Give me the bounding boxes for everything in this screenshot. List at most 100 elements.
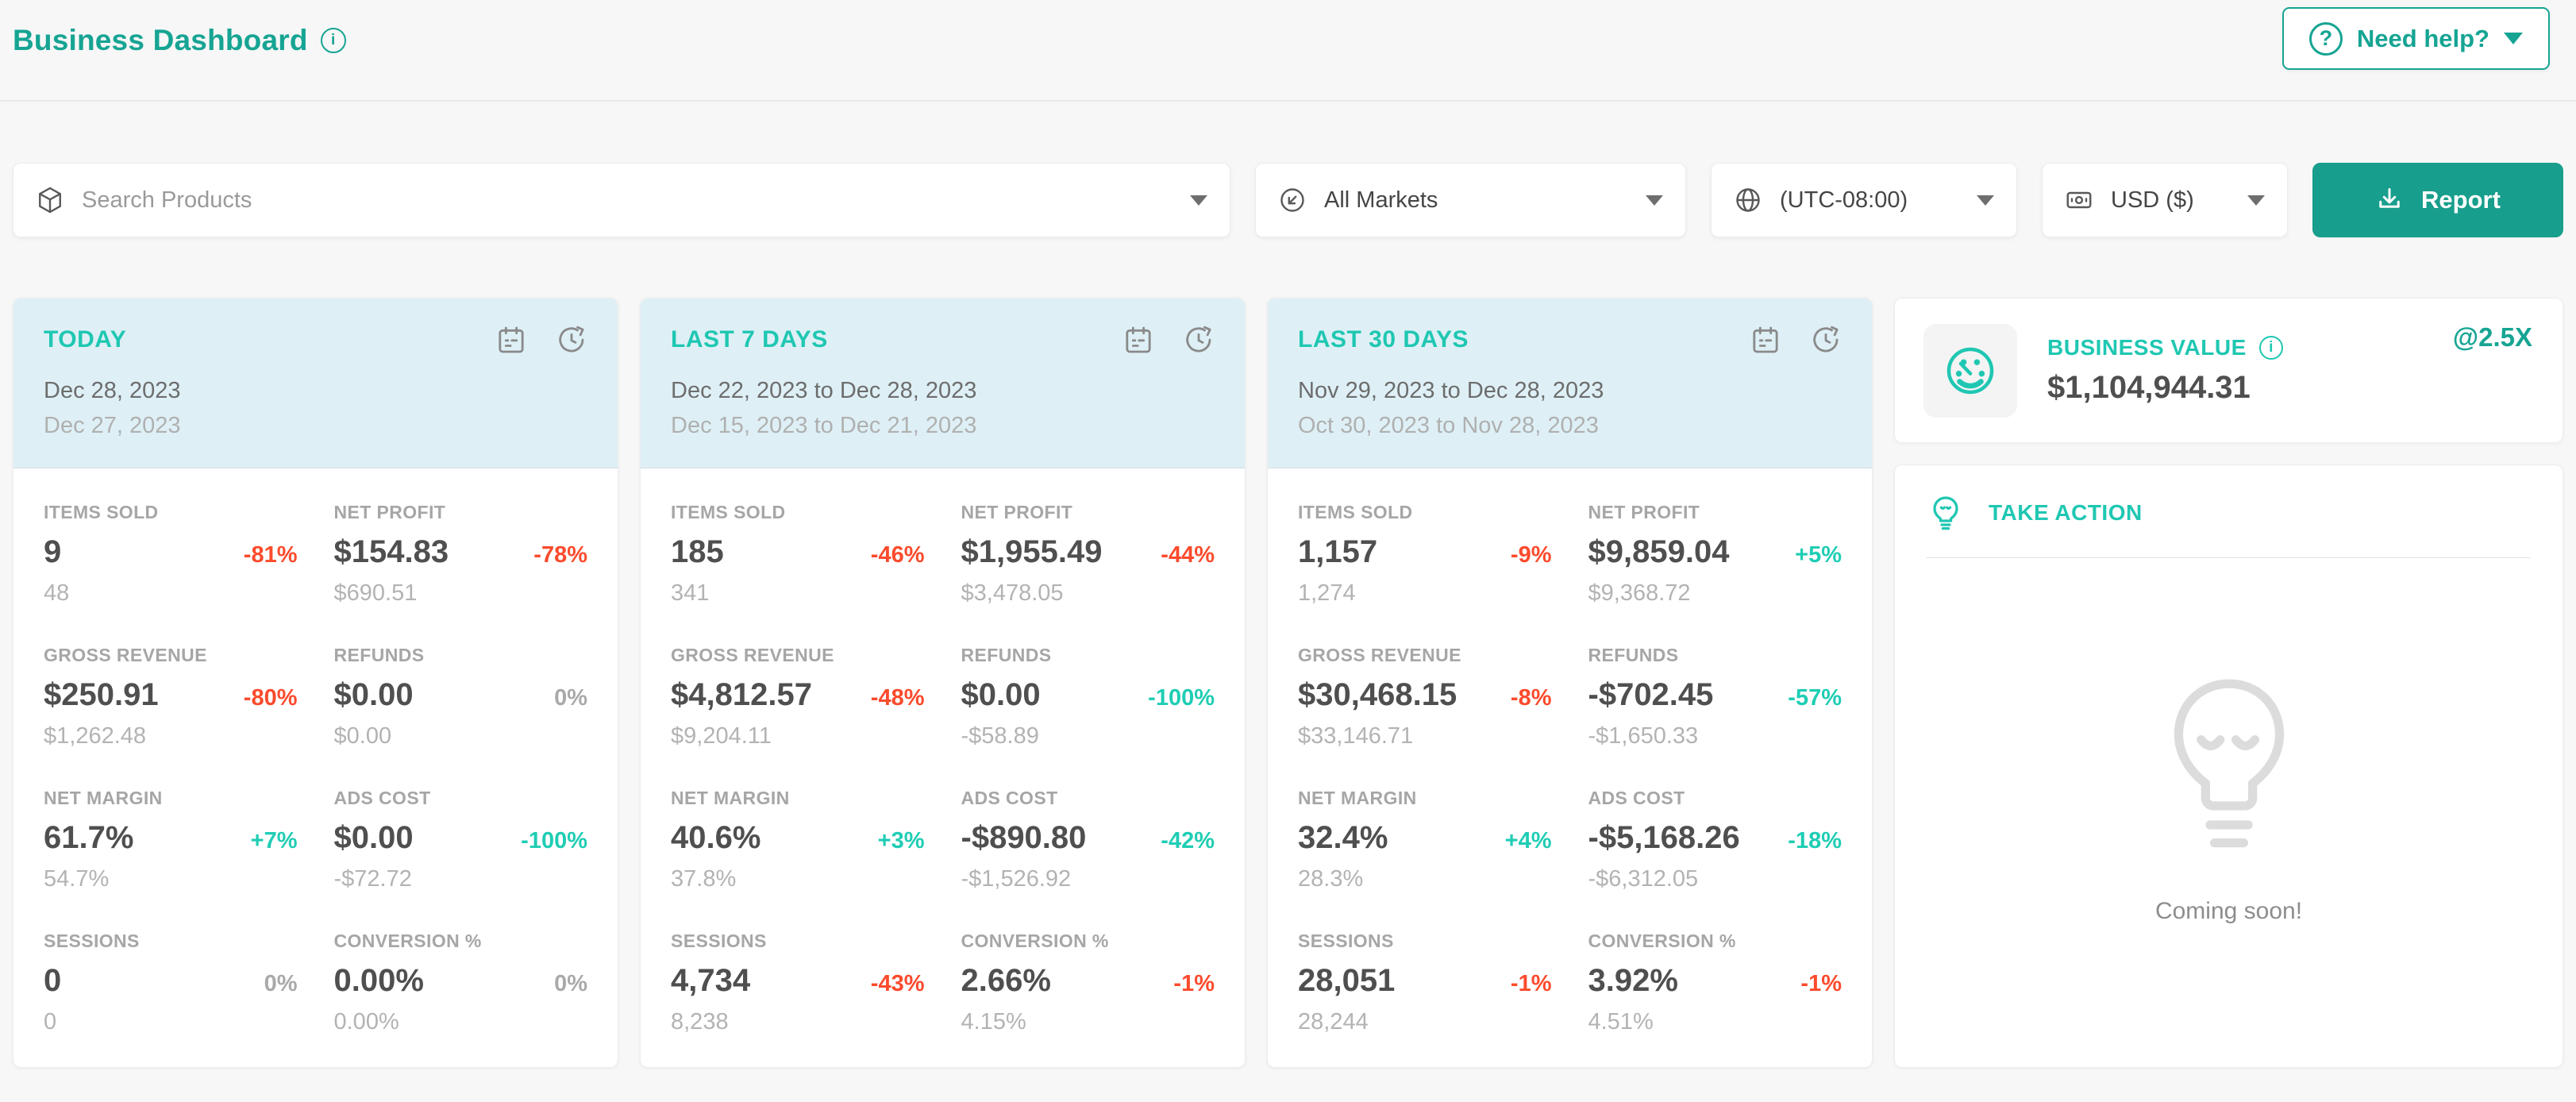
globe-icon bbox=[1280, 188, 1304, 212]
need-help-button[interactable]: ? Need help? bbox=[2281, 7, 2550, 70]
metric: GROSS REVENUE $30,468.15 -8% $33,146.71 bbox=[1298, 645, 1552, 749]
metric-label: SESSIONS bbox=[1298, 931, 1394, 951]
history-clock-icon[interactable] bbox=[1183, 324, 1215, 356]
metric-delta: -48% bbox=[870, 685, 925, 711]
metric-label: SESSIONS bbox=[671, 931, 767, 951]
market-select[interactable]: All Markets bbox=[1255, 163, 1686, 237]
metric-delta: -81% bbox=[243, 542, 298, 568]
search-products-select[interactable]: Search Products bbox=[13, 163, 1230, 237]
metric-label: NET MARGIN bbox=[1298, 788, 1417, 808]
metric-label: ITEMS SOLD bbox=[44, 502, 159, 522]
business-value-card: BUSINESS VALUE i $1,104,944.31 @2.5X bbox=[1894, 298, 2563, 443]
lightbulb-icon bbox=[1933, 496, 1958, 530]
metric: REFUNDS -$702.45 -57% -$1,650.33 bbox=[1588, 645, 1842, 749]
metric-previous-value: 8,238 bbox=[671, 1009, 729, 1035]
metric-previous-value: 54.7% bbox=[44, 866, 110, 892]
current-range: Nov 29, 2023 to Dec 28, 2023 bbox=[1298, 378, 1604, 403]
metric-delta: -78% bbox=[533, 542, 587, 568]
metric-previous-value: 4.15% bbox=[961, 1009, 1026, 1035]
report-button[interactable]: Report bbox=[2312, 163, 2563, 237]
metric-label: NET PROFIT bbox=[333, 502, 446, 522]
metric-value: 185 bbox=[671, 534, 724, 569]
calendar-icon[interactable] bbox=[495, 324, 527, 356]
metric-previous-value: 1,274 bbox=[1298, 580, 1356, 606]
metric-value: 32.4% bbox=[1298, 820, 1388, 855]
metric-value: 61.7% bbox=[44, 820, 134, 855]
metric-value: -$890.80 bbox=[961, 820, 1087, 855]
metric-label: ADS COST bbox=[961, 788, 1058, 808]
metric-delta: -80% bbox=[243, 685, 298, 711]
metric-delta: -1% bbox=[1173, 971, 1215, 996]
metric-previous-value: 0.00% bbox=[333, 1009, 399, 1035]
globe-grid-icon bbox=[1736, 188, 1760, 212]
metric-delta: -9% bbox=[1510, 542, 1552, 568]
metric-previous-value: 37.8% bbox=[671, 866, 737, 892]
metric-label: REFUNDS bbox=[961, 645, 1052, 665]
right-column: BUSINESS VALUE i $1,104,944.31 @2.5X TAK… bbox=[1894, 298, 2563, 1068]
metric: ADS COST -$890.80 -42% -$1,526.92 bbox=[961, 788, 1215, 892]
need-help-label: Need help? bbox=[2356, 24, 2489, 52]
metrics-grid: ITEMS SOLD 185 -46% 341 NET PROFIT $1,95… bbox=[641, 468, 1245, 1067]
metric-delta: -8% bbox=[1510, 685, 1552, 711]
sleeping-bulb-icon bbox=[2174, 678, 2284, 847]
metric-label: SESSIONS bbox=[44, 931, 140, 951]
metric-value: $0.00 bbox=[333, 820, 414, 855]
metric: REFUNDS $0.00 -100% -$58.89 bbox=[961, 645, 1215, 749]
metric-value: 9 bbox=[44, 534, 62, 569]
metric-label: GROSS REVENUE bbox=[671, 645, 834, 665]
metric-label: NET MARGIN bbox=[44, 788, 163, 808]
metric-previous-value: $9,368.72 bbox=[1588, 580, 1691, 606]
period-card-header: LAST 7 DAYS Dec 22, 2023 to Dec 28, 2023 bbox=[641, 299, 1245, 468]
metric: NET MARGIN 32.4% +4% 28.3% bbox=[1298, 788, 1552, 892]
metric: REFUNDS $0.00 0% $0.00 bbox=[334, 645, 588, 749]
metric-previous-value: 28,244 bbox=[1298, 1009, 1369, 1035]
metric: ADS COST -$5,168.26 -18% -$6,312.05 bbox=[1588, 788, 1842, 892]
previous-range: Dec 15, 2023 to Dec 21, 2023 bbox=[671, 413, 977, 438]
calendar-icon[interactable] bbox=[1750, 324, 1781, 356]
gauge-icon bbox=[1923, 323, 2017, 418]
metric-previous-value: -$6,312.05 bbox=[1588, 866, 1699, 892]
metric-label: NET MARGIN bbox=[671, 788, 790, 808]
metric-value: 2.66% bbox=[961, 963, 1051, 998]
metric-previous-value: -$1,526.92 bbox=[961, 866, 1072, 892]
metric-label: REFUNDS bbox=[1588, 645, 1679, 665]
metric-value: $250.91 bbox=[44, 677, 159, 712]
currency-select[interactable]: USD ($) bbox=[2042, 163, 2288, 237]
question-circle-icon: ? bbox=[2308, 21, 2343, 56]
business-value-amount: $1,104,944.31 bbox=[2047, 370, 2251, 405]
page-title: Business Dashboard bbox=[13, 24, 308, 56]
metric-value: -$5,168.26 bbox=[1588, 820, 1740, 855]
metric-delta: -100% bbox=[1148, 685, 1215, 711]
metric-previous-value: -$58.89 bbox=[961, 723, 1039, 749]
metric-value: $0.00 bbox=[333, 677, 414, 712]
business-value-info-icon[interactable]: i bbox=[2258, 336, 2283, 360]
metric-label: ADS COST bbox=[333, 788, 431, 808]
metric-previous-value: $33,146.71 bbox=[1298, 723, 1414, 749]
metric-delta: +7% bbox=[250, 828, 298, 853]
history-clock-icon[interactable] bbox=[556, 324, 587, 356]
business-value-text: BUSINESS VALUE i $1,104,944.31 bbox=[2047, 335, 2283, 406]
metric-delta: -43% bbox=[870, 971, 925, 996]
metric-label: ITEMS SOLD bbox=[671, 502, 786, 522]
download-icon bbox=[2379, 188, 2400, 208]
metric-delta: -100% bbox=[521, 828, 587, 853]
period-card-header: TODAY Dec 28, 2023 Dec 27, 2023 bbox=[13, 299, 618, 468]
take-action-header: TAKE ACTION bbox=[1927, 494, 2531, 532]
timezone-value: (UTC-08:00) bbox=[1780, 187, 1908, 213]
metric-label: NET PROFIT bbox=[961, 502, 1073, 522]
period-title: LAST 7 DAYS bbox=[671, 326, 828, 353]
metric: CONVERSION % 2.66% -1% 4.15% bbox=[961, 931, 1215, 1035]
period-title: TODAY bbox=[44, 326, 127, 353]
metric-delta: 0% bbox=[554, 685, 587, 711]
history-clock-icon[interactable] bbox=[1810, 324, 1842, 356]
metric-previous-value: 4.51% bbox=[1588, 1009, 1654, 1035]
calendar-icon[interactable] bbox=[1122, 324, 1154, 356]
previous-range: Oct 30, 2023 to Nov 28, 2023 bbox=[1298, 413, 1599, 438]
metric-value: $1,955.49 bbox=[961, 534, 1103, 569]
topbar: Business Dashboard i ? Need help? bbox=[0, 0, 2576, 102]
metric: NET PROFIT $1,955.49 -44% $3,478.05 bbox=[961, 502, 1215, 607]
metrics-grid: ITEMS SOLD 9 -81% 48 NET PROFIT $154.83 … bbox=[13, 468, 618, 1067]
timezone-select[interactable]: (UTC-08:00) bbox=[1711, 163, 2017, 237]
package-icon bbox=[39, 187, 61, 214]
info-icon[interactable]: i bbox=[320, 28, 346, 53]
